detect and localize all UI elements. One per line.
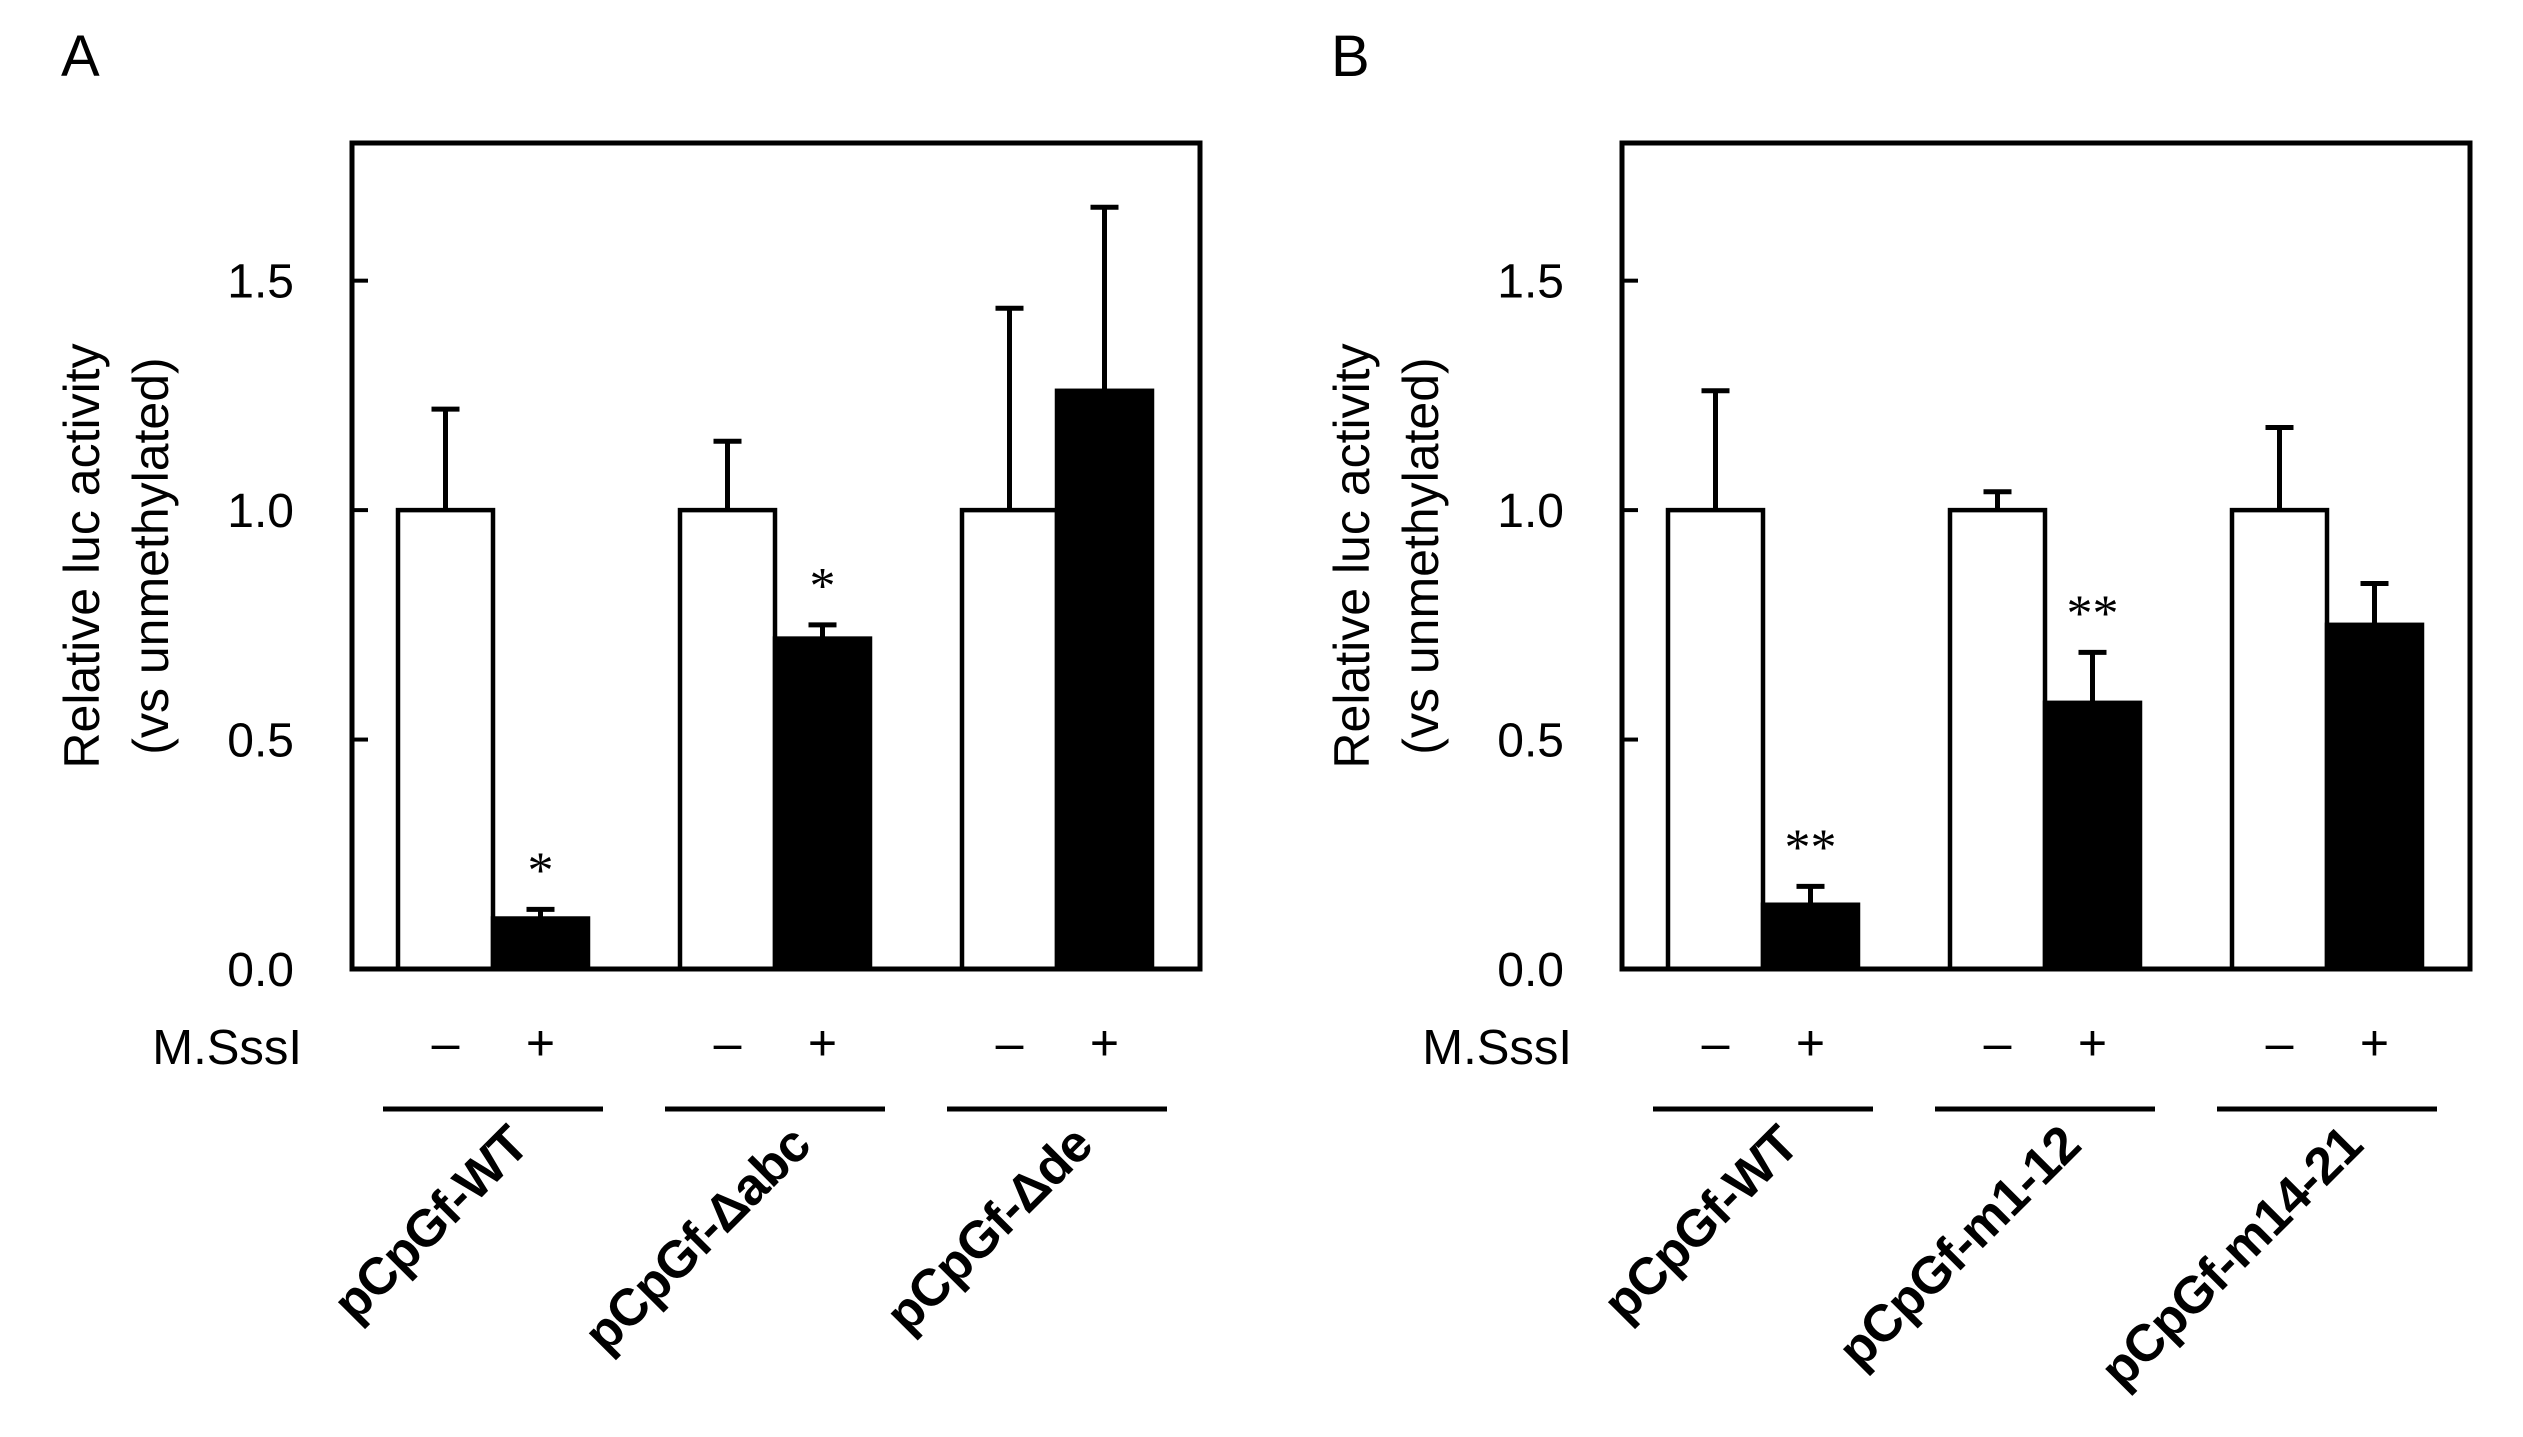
y-axis-label: (vs unmethylated) (123, 357, 179, 754)
y-tick-label: 1.0 (1497, 485, 1564, 538)
group-label: pCpGf-m14-21 (2090, 1115, 2374, 1399)
bar (772, 636, 873, 972)
significance-label: * (528, 842, 554, 899)
plot-frame (1619, 140, 2473, 972)
treatment-label: M.SssI (1422, 1021, 1572, 1075)
y-tick-label: 1.5 (227, 256, 294, 309)
group-label: pCpGf-WT (1592, 1115, 1810, 1333)
bar (1054, 388, 1155, 972)
group-label: pCpGf-Δabc (573, 1115, 821, 1363)
y-axis-label: Relative luc activity (54, 343, 110, 768)
treatment-sign: – (1984, 1015, 2012, 1071)
treatment-sign: – (1702, 1015, 1730, 1071)
group-label: pCpGf-Δde (875, 1115, 1104, 1344)
bar (1947, 507, 2048, 972)
chart-panel-a: A Relative luc activity (vs unmethylated) 0… (54, 24, 1203, 1364)
y-axis-label: (vs unmethylated) (1393, 357, 1449, 754)
bar (2324, 622, 2425, 972)
y-axis-label: Relative luc activity (1324, 343, 1380, 768)
treatment-sign: – (714, 1015, 742, 1071)
treatment-sign: + (808, 1015, 837, 1071)
treatment-sign: – (996, 1015, 1024, 1071)
bar (677, 507, 778, 972)
treatment-sign: + (1796, 1015, 1825, 1071)
treatment-sign: + (526, 1015, 555, 1071)
y-tick-label: 0.5 (1497, 715, 1564, 768)
bar (395, 507, 496, 972)
panel-label: A (61, 24, 100, 89)
bar (1760, 902, 1861, 972)
y-tick-label: 0.5 (227, 715, 294, 768)
y-tick-label: 1.5 (1497, 256, 1564, 309)
chart-panel-b: B Relative luc activity (vs unmethylated) 0… (1324, 24, 2473, 1399)
group-label: pCpGf-WT (322, 1115, 540, 1333)
treatment-sign: + (2360, 1015, 2389, 1071)
significance-label: ** (1785, 819, 1837, 876)
treatment-sign: + (2078, 1015, 2107, 1071)
bar (2042, 700, 2143, 972)
treatment-sign: – (2266, 1015, 2294, 1071)
panel-label: B (1331, 24, 1370, 89)
bar (2229, 507, 2330, 972)
group-label: pCpGf-m1-12 (1827, 1115, 2091, 1379)
treatment-sign: + (1090, 1015, 1119, 1071)
treatment-label: M.SssI (152, 1021, 302, 1075)
y-tick-label: 1.0 (227, 485, 294, 538)
bar (959, 507, 1060, 972)
treatment-sign: – (432, 1015, 460, 1071)
bar (1665, 507, 1766, 972)
bar (490, 916, 591, 972)
y-tick-label: 0.0 (227, 944, 294, 997)
significance-label: * (810, 558, 836, 615)
significance-label: ** (2067, 585, 2119, 642)
plot-frame (349, 140, 1203, 972)
y-tick-label: 0.0 (1497, 944, 1564, 997)
